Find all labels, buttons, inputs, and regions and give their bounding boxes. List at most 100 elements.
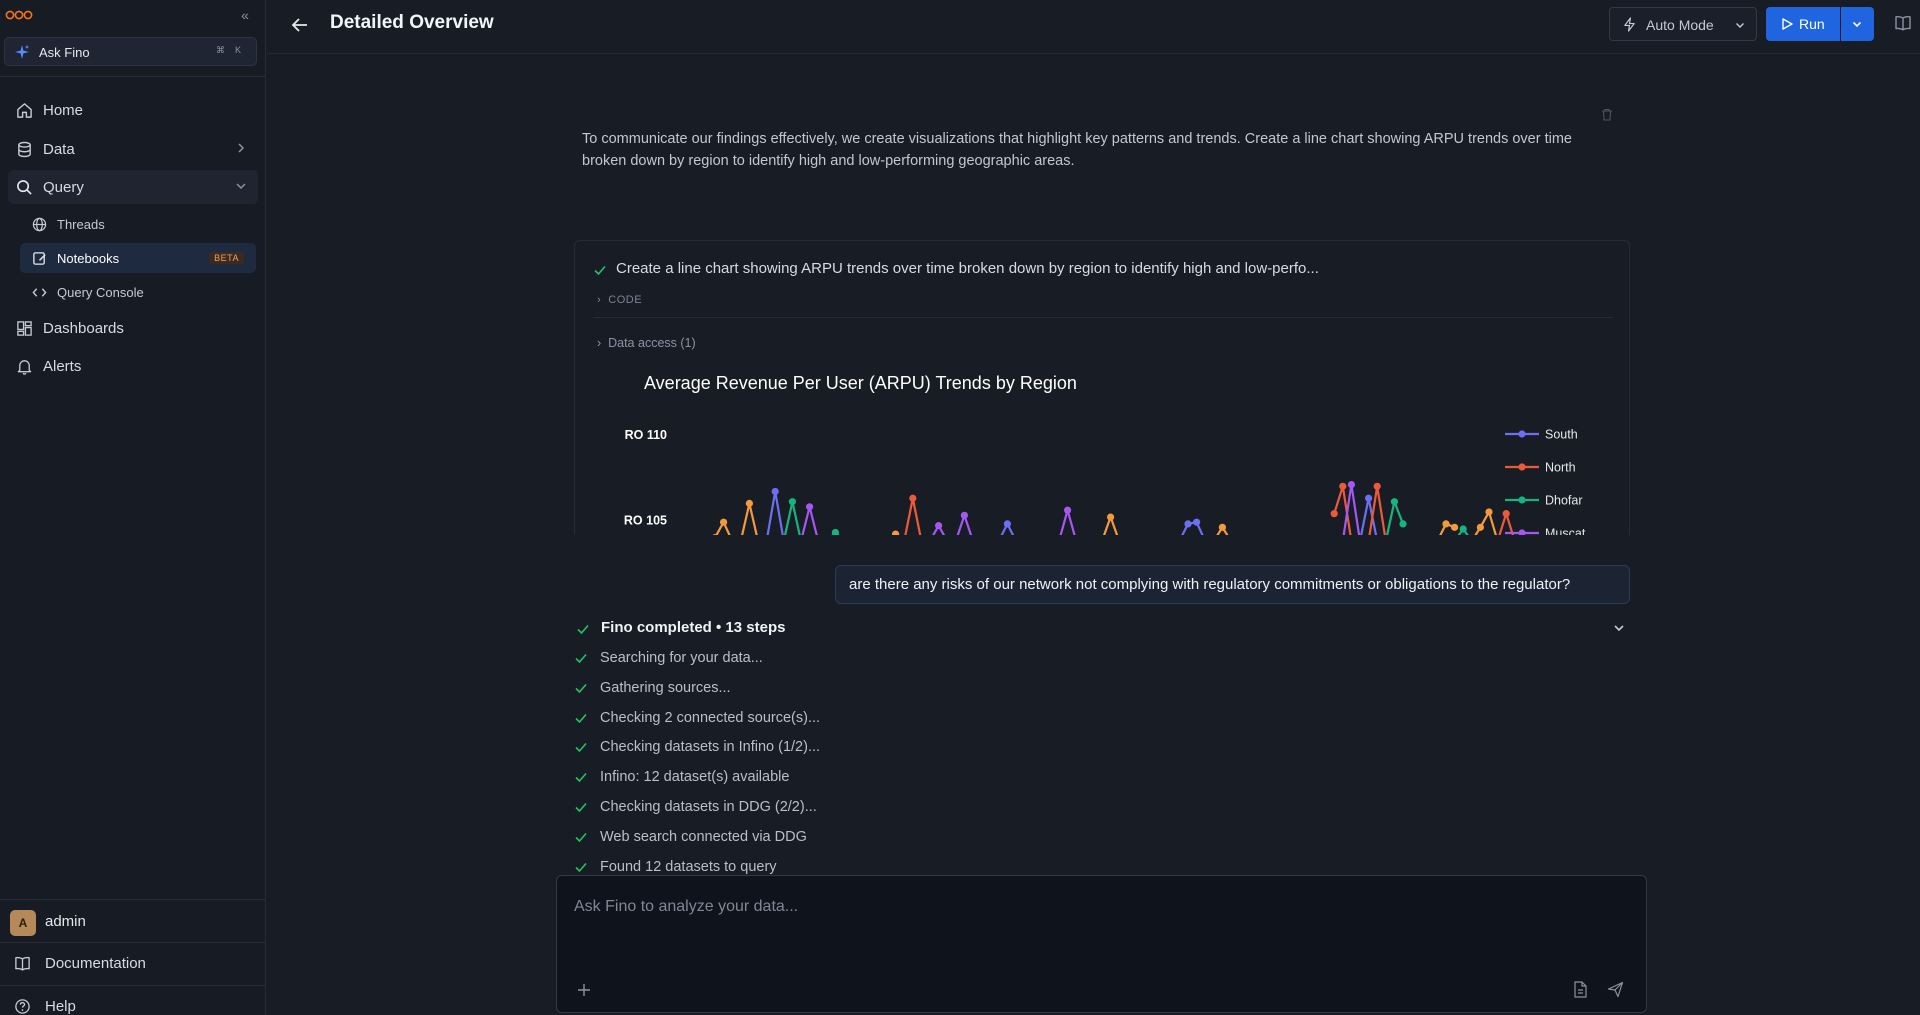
composer[interactable]: Ask Fino to analyze your data... <box>556 875 1647 1013</box>
panel-book-icon[interactable] <box>1894 14 1912 32</box>
step-label: Checking datasets in Infino (1/2)... <box>600 739 821 756</box>
step-item: Found 12 datasets to query <box>574 857 1174 879</box>
nav-home-label: Home <box>43 102 84 119</box>
document-icon[interactable] <box>1573 981 1588 998</box>
check-icon <box>575 832 587 842</box>
nav-dashboards[interactable]: Dashboards <box>8 311 258 345</box>
data-point <box>1330 510 1338 518</box>
documentation-link[interactable]: Documentation <box>0 942 266 982</box>
data-point <box>1339 482 1347 490</box>
step-label: Gathering sources... <box>600 679 731 696</box>
search-icon <box>17 180 32 195</box>
step-item: Checking 2 connected source(s)... <box>574 708 1174 730</box>
help-link[interactable]: Help <box>0 985 266 1015</box>
collapse-sidebar-icon[interactable]: « <box>241 7 249 23</box>
check-icon <box>575 743 587 753</box>
series-line <box>741 503 758 535</box>
nav-query-console[interactable]: Query Console <box>20 277 256 307</box>
book-icon <box>15 956 30 971</box>
avatar: A <box>10 910 36 936</box>
send-icon[interactable] <box>1607 981 1624 998</box>
data-point <box>720 518 728 526</box>
chevron-right-icon: › <box>597 336 609 350</box>
series-line <box>1333 485 1352 535</box>
data-point <box>806 503 814 511</box>
divider <box>593 317 1613 318</box>
nav-alerts-label: Alerts <box>43 358 82 375</box>
legend-label[interactable]: Dhofar <box>1545 494 1583 508</box>
series-line <box>1474 509 1497 535</box>
data-access-label: Data access (1) <box>608 336 696 350</box>
data-point <box>1347 480 1355 489</box>
notebook-prompt: To communicate our findings effectively,… <box>582 131 1572 169</box>
code-label: CODE <box>608 294 643 306</box>
nav-dashboards-label: Dashboards <box>43 320 124 337</box>
data-point <box>831 528 839 535</box>
shortcut-cmd: ⌘ <box>216 45 225 55</box>
nav-threads[interactable]: Threads <box>20 209 256 239</box>
sidebar: « Ask Fino ⌘ K Home Data Query Threads <box>0 0 266 1015</box>
data-point <box>1064 506 1072 514</box>
code-toggle[interactable]: › CODE <box>597 294 642 306</box>
agent-status-label: Fino completed • 13 steps <box>601 619 786 636</box>
step-label: Checking 2 connected source(s)... <box>600 709 821 726</box>
data-point <box>788 498 796 506</box>
check-icon <box>575 773 587 783</box>
step-label: Web search connected via DDG <box>600 828 807 845</box>
series-line <box>1181 520 1204 535</box>
step-label: Checking datasets in DDG (2/2)... <box>600 799 817 815</box>
plus-icon[interactable] <box>577 983 591 997</box>
help-icon <box>15 999 30 1014</box>
run-button[interactable]: Run <box>1766 7 1840 41</box>
data-point <box>1476 523 1484 531</box>
data-point <box>1442 520 1450 528</box>
nav-data[interactable]: Data <box>8 132 258 166</box>
chevron-right-icon <box>238 143 245 153</box>
shortcut-key: K <box>235 45 242 55</box>
trash-icon[interactable] <box>1601 108 1613 121</box>
legend-label[interactable]: Muscat <box>1545 527 1586 536</box>
bell-icon <box>17 360 32 375</box>
data-point <box>960 511 968 519</box>
chevron-down-icon[interactable] <box>1612 621 1626 635</box>
page-title: Detailed Overview <box>330 12 494 33</box>
globe-icon <box>32 217 47 232</box>
data-point <box>1451 523 1459 531</box>
data-point <box>1218 523 1226 531</box>
chevron-down-icon <box>236 183 246 190</box>
data-point <box>935 522 943 530</box>
nav-query[interactable]: Query <box>8 170 258 204</box>
user-question-text: are there any risks of our network not c… <box>849 576 1571 593</box>
home-icon <box>17 103 32 118</box>
data-access-toggle[interactable]: › Data access (1) <box>597 336 696 350</box>
legend-marker <box>1518 430 1526 438</box>
nav-home[interactable]: Home <box>8 93 258 127</box>
ask-fino-button[interactable]: Ask Fino ⌘ K <box>4 37 257 66</box>
back-arrow-icon[interactable] <box>290 15 310 35</box>
legend-label[interactable]: South <box>1545 428 1578 442</box>
legend-label[interactable]: North <box>1545 461 1576 475</box>
notebook-cell: Create a line chart showing ARPU trends … <box>574 240 1630 535</box>
play-icon <box>1782 18 1793 30</box>
nav-query-label: Query <box>43 179 84 196</box>
data-point <box>1485 508 1493 516</box>
legend-marker <box>1518 496 1526 504</box>
nav-notebooks[interactable]: Notebooks BETA <box>20 243 256 273</box>
data-point <box>771 487 779 496</box>
auto-mode-dropdown[interactable]: Auto Mode <box>1609 7 1757 41</box>
arpu-chart: RO 110 RO 105 South North Dhofar Muscat <box>624 428 1586 536</box>
documentation-label: Documentation <box>45 955 146 972</box>
composer-input[interactable]: Ask Fino to analyze your data... <box>574 898 799 915</box>
check-icon <box>575 713 587 723</box>
chevron-down-icon <box>1736 23 1744 28</box>
chevron-down-icon <box>1852 21 1862 28</box>
data-point <box>1390 498 1398 506</box>
nav-alerts[interactable]: Alerts <box>8 349 258 383</box>
run-options-button[interactable] <box>1841 7 1874 41</box>
y-tick-label: RO 110 <box>625 428 667 442</box>
legend-marker <box>1518 529 1526 535</box>
nav-notebooks-label: Notebooks <box>57 251 120 266</box>
data-point <box>892 530 900 535</box>
series-line <box>766 491 784 535</box>
user-menu[interactable]: A admin <box>0 899 266 941</box>
